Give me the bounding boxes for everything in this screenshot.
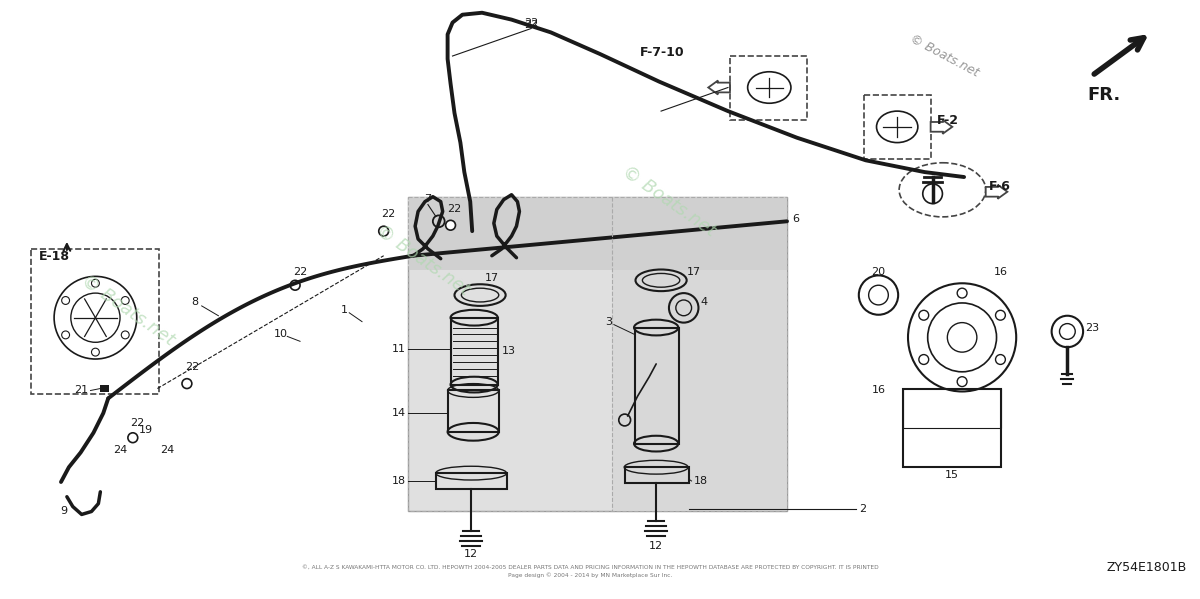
Text: 12: 12 (649, 541, 664, 551)
Bar (31, 249, 160, 394)
Text: 20: 20 (871, 267, 886, 277)
Text: 24: 24 (113, 444, 127, 455)
Text: 16: 16 (871, 386, 886, 395)
Bar (101, 385, 109, 392)
Text: © Boats.net: © Boats.net (373, 222, 473, 300)
Text: F-6: F-6 (989, 180, 1010, 193)
Text: 22: 22 (185, 362, 199, 372)
Text: 22: 22 (382, 210, 396, 219)
Text: Page design © 2004 - 2014 by MN Marketplace Sur Inc.: Page design © 2004 - 2014 by MN Marketpl… (508, 573, 672, 578)
Bar (450, 317, 498, 385)
Text: 16: 16 (994, 267, 1008, 277)
Text: 10: 10 (274, 329, 287, 340)
Bar (408, 196, 787, 512)
Text: 4: 4 (701, 297, 708, 307)
Bar (448, 391, 499, 432)
Text: 17: 17 (686, 267, 701, 277)
Text: 8: 8 (191, 297, 198, 307)
Text: E-18: E-18 (40, 250, 71, 263)
Bar (904, 389, 1002, 467)
Text: 22: 22 (293, 267, 307, 277)
Text: F-2: F-2 (936, 114, 959, 128)
Text: 19: 19 (138, 425, 152, 435)
Text: F-7-10: F-7-10 (640, 46, 684, 59)
Text: 18: 18 (694, 476, 708, 486)
Text: 24: 24 (160, 444, 174, 455)
Text: 22: 22 (524, 20, 539, 29)
Text: 7: 7 (425, 193, 432, 204)
Text: © Boats.net: © Boats.net (907, 32, 982, 80)
Circle shape (290, 280, 300, 290)
FancyArrow shape (931, 120, 953, 134)
Circle shape (182, 379, 192, 389)
Text: 18: 18 (392, 476, 407, 486)
Text: 6: 6 (792, 214, 799, 224)
Text: © Boats.net: © Boats.net (78, 271, 178, 349)
Bar (408, 196, 787, 271)
Bar (625, 467, 689, 483)
FancyArrow shape (985, 184, 1007, 199)
Text: 2: 2 (859, 504, 866, 513)
Bar (635, 328, 679, 444)
Text: © Boats.net: © Boats.net (619, 163, 719, 240)
Text: ©, ALL A-Z S KAWAKAMI-HTTA MOTOR CO. LTD. HEPOWTH 2004-2005 DEALER PARTS DATA AN: ©, ALL A-Z S KAWAKAMI-HTTA MOTOR CO. LTD… (302, 565, 878, 570)
Circle shape (445, 220, 456, 230)
Circle shape (379, 226, 389, 236)
Text: 17: 17 (485, 273, 499, 283)
Bar (730, 56, 806, 120)
Text: 12: 12 (464, 549, 479, 559)
Text: 1: 1 (341, 305, 348, 315)
Bar (408, 196, 787, 512)
Text: 14: 14 (392, 408, 407, 418)
Bar (612, 271, 787, 512)
Text: 22: 22 (131, 418, 145, 428)
Text: 22: 22 (524, 17, 539, 28)
Text: 15: 15 (946, 470, 959, 480)
Text: FR.: FR. (1087, 86, 1121, 104)
Circle shape (128, 433, 138, 443)
Bar (864, 95, 931, 159)
Text: 11: 11 (392, 344, 407, 354)
FancyArrow shape (708, 80, 730, 95)
Text: ZY54E1801B: ZY54E1801B (1106, 561, 1187, 574)
Text: 13: 13 (502, 346, 516, 356)
Text: 21: 21 (74, 386, 89, 395)
Bar (436, 473, 506, 489)
Text: 22: 22 (448, 204, 462, 213)
Text: 23: 23 (1085, 322, 1099, 332)
Text: 3: 3 (605, 317, 612, 326)
Text: 9: 9 (60, 507, 67, 516)
